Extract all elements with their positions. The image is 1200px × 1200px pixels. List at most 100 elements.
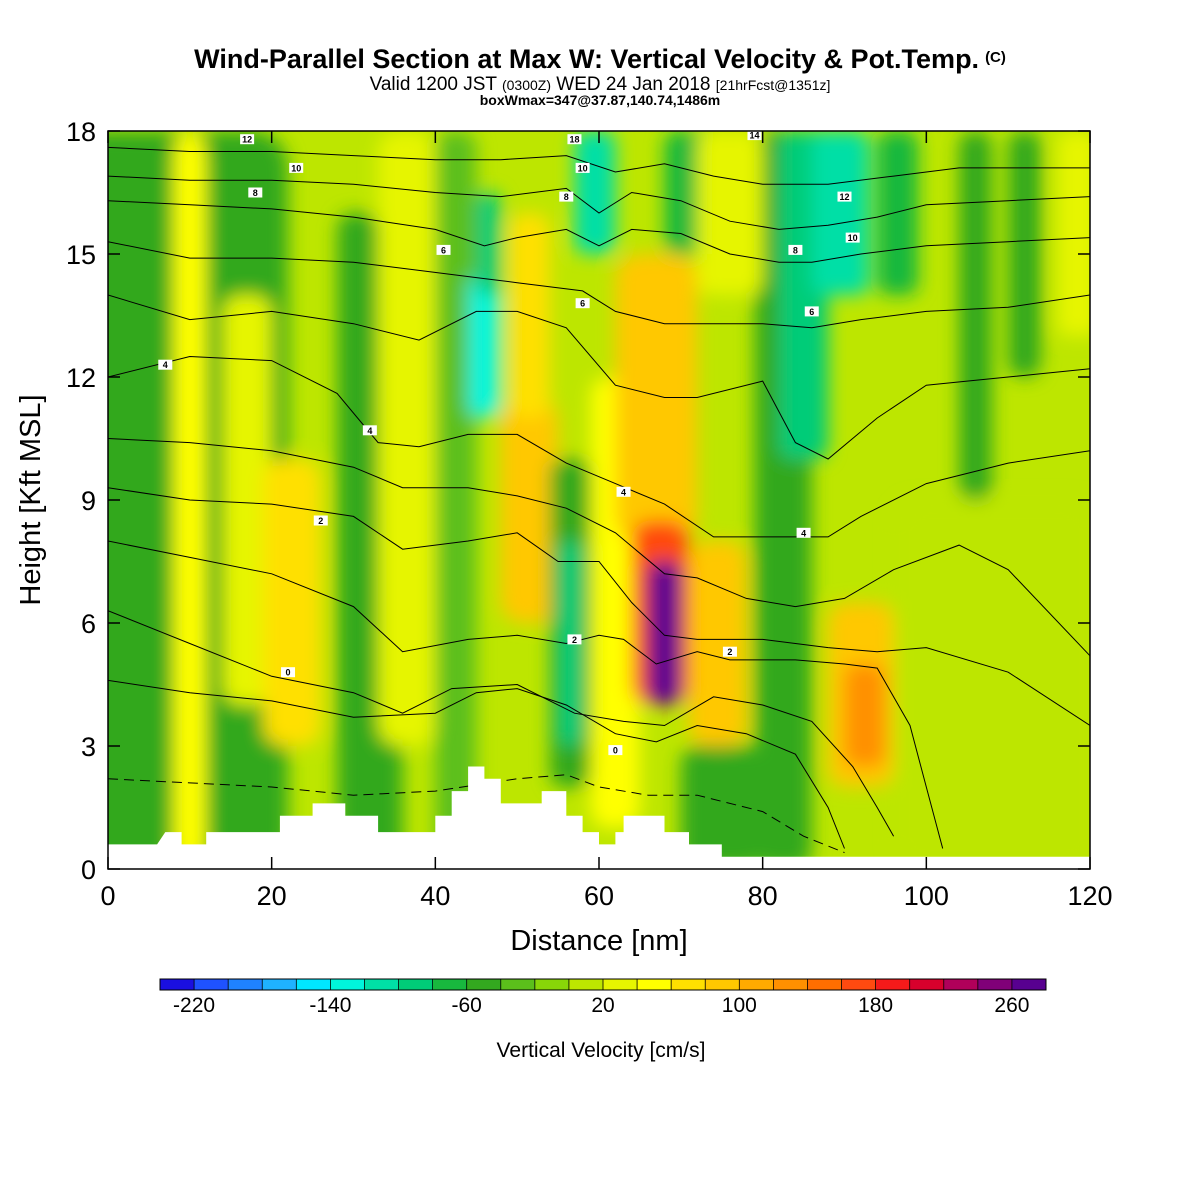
colorbar-swatch xyxy=(262,979,297,990)
valid-time-line: Valid 1200 JST (0300Z) WED 24 Jan 2018 [… xyxy=(0,74,1200,96)
contour-label-bg xyxy=(575,162,590,173)
theta-contour-5 xyxy=(108,438,1090,657)
contour-label-bg xyxy=(722,646,737,657)
colorbar-tick-label: 20 xyxy=(591,994,614,1017)
y-tick-label: 6 xyxy=(81,609,96,639)
y-axis-label: Height [Kft MSL] xyxy=(15,394,47,605)
velocity-cell xyxy=(844,664,886,767)
colorbar-tick-label: 260 xyxy=(994,994,1029,1017)
theta-contour-4 xyxy=(108,487,1090,726)
theta-contours xyxy=(108,146,1090,854)
x-axis-label: Distance [nm] xyxy=(510,925,687,957)
colorbar-frame xyxy=(159,978,1047,991)
contour-labels: 12 10 8 6 4 4 2 0 18 10 8 6 4 2 0 14 12 10 8 6 4 2 xyxy=(158,130,860,756)
chart-title-text: Wind-Parallel Section at Max W: Vertical… xyxy=(194,44,980,74)
velocity-cell xyxy=(222,295,272,705)
velocity-cell xyxy=(500,397,559,623)
velocity-cell xyxy=(689,541,747,746)
y-tick-label: 12 xyxy=(66,363,96,393)
contour-label: 4 xyxy=(621,487,626,497)
colorbar-tick-label: 100 xyxy=(722,994,757,1017)
contour-label-bg xyxy=(559,191,574,202)
colorbar-swatch xyxy=(398,979,433,990)
x-tick-label: 40 xyxy=(420,881,450,911)
y-tick-label: 15 xyxy=(66,240,96,270)
velocity-cell xyxy=(893,500,1090,869)
contour-label: 18 xyxy=(569,135,579,145)
colorbar-swatch xyxy=(739,979,774,990)
terrain-fill xyxy=(108,766,1090,869)
theta-contour-10 xyxy=(108,175,1090,230)
x-tick-label: 120 xyxy=(1067,881,1112,911)
contour-label-bg xyxy=(788,244,803,255)
contour-label-bg xyxy=(313,515,328,526)
velocity-cell xyxy=(1008,131,1041,377)
colorbar-swatch xyxy=(432,979,467,990)
contour-label-bg xyxy=(804,306,819,317)
colorbar-swatch xyxy=(228,979,263,990)
theta-contour-6 xyxy=(108,355,1090,538)
contour-label: 4 xyxy=(801,528,806,538)
velocity-cell xyxy=(811,131,870,295)
x-tick-label: 80 xyxy=(748,881,778,911)
terrain xyxy=(108,766,1090,869)
velocity-cell xyxy=(263,459,321,746)
velocity-cell xyxy=(959,131,992,500)
colorbar-swatch xyxy=(943,979,979,990)
colorbar-swatch xyxy=(705,979,740,990)
velocity-cell xyxy=(1057,131,1090,336)
contour-label: 2 xyxy=(572,635,577,645)
colorbar-swatch xyxy=(194,979,229,990)
vertical-velocity-field xyxy=(108,131,1090,869)
valid-date: WED 24 Jan 2018 xyxy=(556,74,711,95)
colorbar-swatch xyxy=(977,979,1013,990)
colorbar-swatch xyxy=(773,979,808,990)
contour-label-bg xyxy=(575,298,590,309)
contour-label: 4 xyxy=(163,360,168,370)
colorbar-swatch xyxy=(466,979,502,990)
x-tick-label: 60 xyxy=(584,881,614,911)
colorbar-swatch xyxy=(1011,979,1047,990)
field-blobs xyxy=(108,131,1090,869)
colorbar-tick-label: -220 xyxy=(173,994,215,1017)
theta-contour-7 xyxy=(108,294,1090,460)
colorbar-tick-label: -60 xyxy=(452,994,482,1017)
contour-label: 8 xyxy=(793,245,798,255)
theta-contour-1 xyxy=(108,679,845,849)
colorbar-swatch xyxy=(296,979,331,990)
theta-contour-2 xyxy=(108,610,895,837)
contour-label: 10 xyxy=(291,163,301,173)
colorbar-swatch xyxy=(534,979,570,990)
contour-label: 6 xyxy=(809,307,814,317)
colorbar-swatch xyxy=(330,979,365,990)
colorbar-tick-label: -140 xyxy=(309,994,351,1017)
contour-label-bg xyxy=(616,486,631,497)
contour-label: 10 xyxy=(578,163,588,173)
contour-label: 0 xyxy=(286,668,291,678)
contour-label: 4 xyxy=(367,426,372,436)
x-tick-label: 0 xyxy=(100,881,115,911)
velocity-cell xyxy=(680,746,763,869)
velocity-cell xyxy=(697,131,763,295)
velocity-cell xyxy=(435,131,477,869)
y-tick-label: 3 xyxy=(81,732,96,762)
contour-label: 6 xyxy=(580,299,585,309)
colorbar-swatch xyxy=(603,979,638,990)
contour-label: 12 xyxy=(242,135,252,145)
contour-label: 6 xyxy=(441,245,446,255)
theta-contour-9 xyxy=(108,200,1090,263)
colorbar-swatch xyxy=(160,979,195,990)
theta-contour-11 xyxy=(108,146,1090,185)
box-wmax-info: boxWmax=347@37.87,140.74,1486m xyxy=(479,92,721,108)
velocity-cell xyxy=(468,274,501,418)
contour-label-bg xyxy=(158,359,173,370)
valid-prefix: Valid 1200 JST xyxy=(369,74,497,95)
contour-label-bg xyxy=(837,191,852,202)
contour-label-bg xyxy=(362,425,377,436)
theta-contour-8 xyxy=(108,241,1090,329)
contour-label: 12 xyxy=(839,192,849,202)
contour-label: 10 xyxy=(848,233,858,243)
colorbar-swatch xyxy=(671,979,706,990)
contour-label-bg xyxy=(281,667,296,678)
